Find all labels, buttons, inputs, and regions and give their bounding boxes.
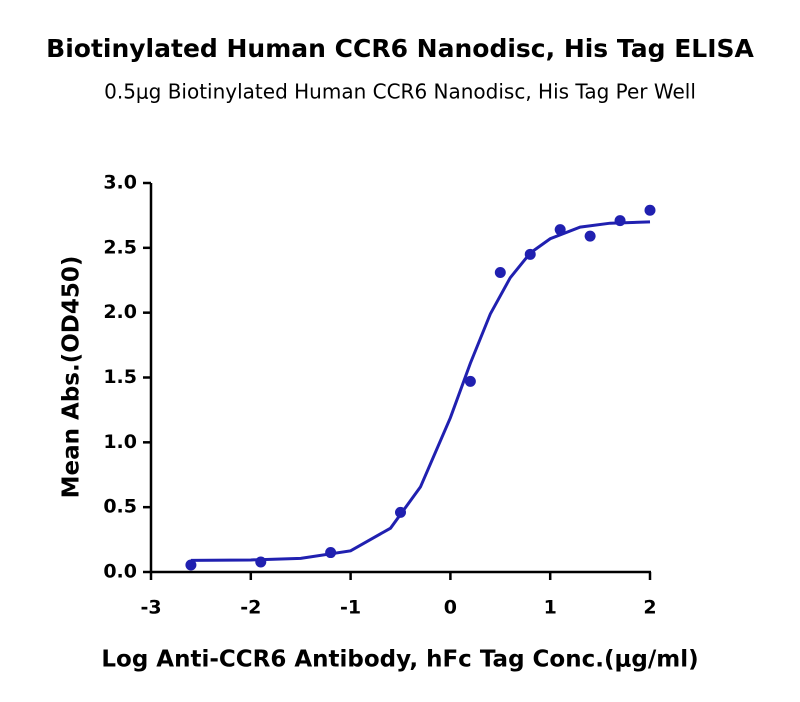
y-tick-label: 2.0 (103, 301, 137, 323)
y-tick-label: 0.0 (103, 561, 137, 583)
chart-title: Biotinylated Human CCR6 Nanodisc, His Ta… (46, 34, 754, 63)
x-axis-label: Log Anti-CCR6 Antibody, hFc Tag Conc.(μg… (101, 647, 698, 673)
x-tick-label: -1 (340, 597, 361, 619)
y-tick-label: 2.5 (103, 236, 137, 258)
chart-subtitle: 0.5μg Biotinylated Human CCR6 Nanodisc, … (104, 80, 696, 104)
y-tick-label: 0.5 (103, 496, 137, 518)
x-tick-label: 0 (444, 597, 457, 619)
data-point (464, 375, 476, 387)
data-point (494, 266, 506, 278)
x-tick-label: -2 (240, 597, 261, 619)
data-point (185, 559, 197, 571)
data-point (644, 204, 656, 216)
fit-curve (190, 220, 651, 562)
x-tick-label: 1 (544, 597, 557, 619)
y-tick-label: 1.5 (103, 366, 137, 388)
x-tick-label: 2 (643, 597, 656, 619)
data-point (584, 230, 596, 242)
y-tick-label: 3.0 (103, 172, 137, 194)
y-axis-label: Mean Abs.(OD450) (59, 256, 85, 499)
x-tick-label: -3 (140, 597, 161, 619)
y-tick-label: 1.0 (103, 431, 137, 453)
